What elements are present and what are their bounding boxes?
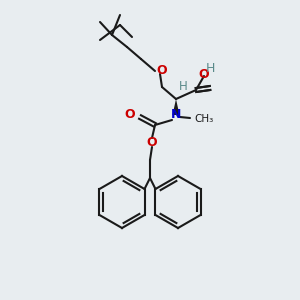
Polygon shape — [172, 99, 179, 115]
Text: N: N — [171, 109, 181, 122]
Text: H: H — [178, 80, 188, 94]
Text: H: H — [205, 61, 215, 74]
Text: O: O — [156, 64, 166, 77]
Text: O: O — [147, 136, 157, 148]
Text: CH₃: CH₃ — [194, 114, 213, 124]
Text: O: O — [199, 68, 209, 80]
Text: O: O — [124, 109, 135, 122]
